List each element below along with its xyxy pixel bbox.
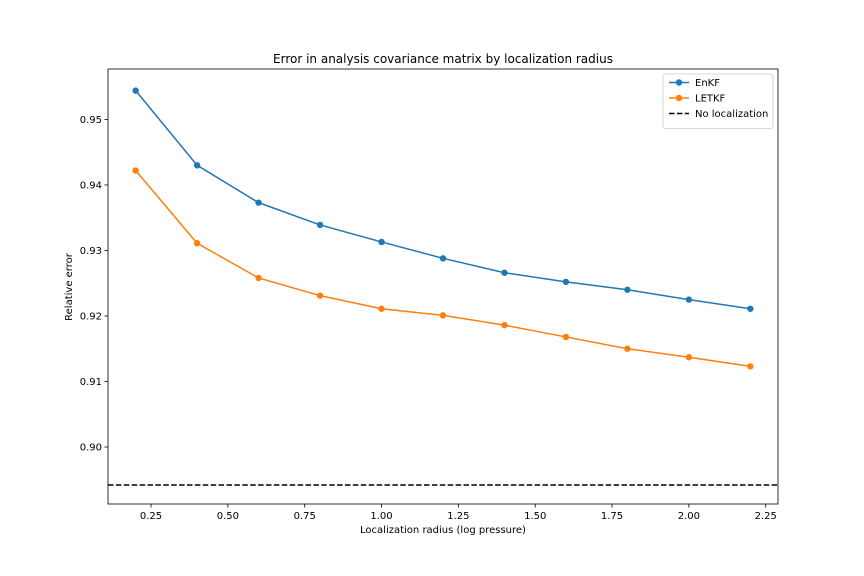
plot-area-frame [107, 68, 779, 505]
enkf-data-point [255, 199, 262, 206]
enkf-data-point [316, 221, 324, 229]
y-tick-label: 0.93 [80, 246, 102, 257]
letkf-data-point [132, 167, 139, 174]
legend-label-enkf: EnKF [695, 78, 720, 89]
y-axis-ticks: 0.90 0.91 0.92 0.93 0.94 0.95 [80, 115, 108, 454]
x-tick-label: 1.75 [601, 511, 623, 522]
legend-label-letkf: LETKF [695, 94, 726, 105]
enkf-data-point [624, 286, 631, 293]
enkf-data-point [132, 87, 139, 94]
letkf-data-point [193, 240, 201, 247]
legend-box [662, 73, 774, 129]
legend-marker-letkf [675, 94, 683, 102]
legend: EnKF LETKF No localization [662, 73, 774, 129]
x-tick-label: 2.25 [755, 511, 777, 522]
legend-label-no-localization: No localization [695, 109, 768, 120]
enkf-data-point [193, 162, 201, 169]
y-axis-label: Relative error [64, 252, 75, 321]
x-tick-label: 0.75 [294, 511, 316, 522]
x-tick-label: 0.50 [217, 511, 239, 522]
chart-title: Error in analysis covariance matrix by l… [273, 52, 613, 66]
legend-marker-enkf [675, 79, 683, 86]
letkf-data-point [439, 312, 447, 319]
x-axis-label: Localization radius (log pressure) [360, 525, 526, 536]
enkf-data-point [562, 278, 570, 286]
x-tick-label: 2.00 [678, 511, 700, 522]
enkf-data-point [685, 296, 693, 303]
letkf-data-point [255, 274, 262, 282]
enkf-data-point [439, 255, 447, 262]
series-layer [132, 87, 754, 370]
enkf-data-point [378, 238, 385, 246]
x-axis-ticks: 0.25 0.50 0.75 1.00 1.25 1.50 1.75 2.00 2.25 [140, 504, 777, 522]
letkf-data-point [685, 354, 693, 361]
x-tick-label: 1.25 [447, 511, 469, 522]
y-tick-label: 0.92 [80, 311, 102, 322]
letkf-data-point [316, 292, 324, 299]
x-tick-label: 0.25 [140, 511, 162, 522]
letkf-data-point [378, 305, 385, 312]
enkf-data-point [501, 269, 508, 276]
y-tick-label: 0.95 [80, 115, 102, 126]
x-tick-label: 1.00 [370, 511, 392, 522]
letkf-data-point [562, 333, 570, 341]
letkf-data-point [747, 363, 754, 370]
enkf-data-point [747, 305, 754, 312]
x-tick-label: 1.50 [524, 511, 546, 522]
letkf-data-point [624, 345, 631, 352]
y-tick-label: 0.94 [80, 180, 102, 191]
y-tick-label: 0.91 [80, 377, 102, 388]
y-tick-label: 0.90 [80, 443, 102, 454]
letkf-data-point [501, 321, 508, 329]
